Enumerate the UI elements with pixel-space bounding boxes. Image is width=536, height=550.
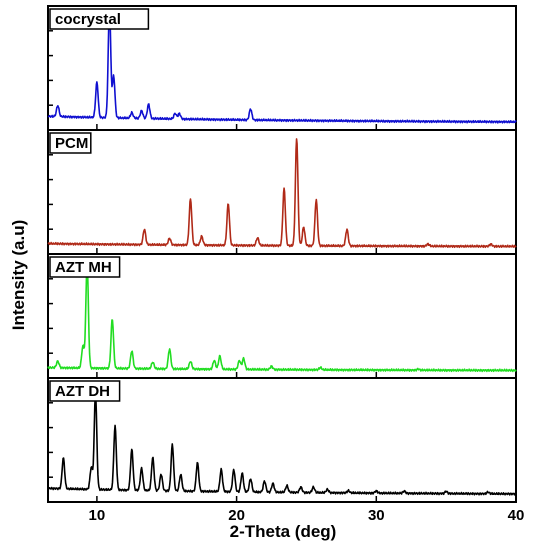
series-line-2 bbox=[47, 263, 517, 373]
panel-2: AZT MH bbox=[47, 253, 517, 379]
panel-1: PCM bbox=[47, 129, 517, 255]
x-tick-label: 20 bbox=[228, 507, 245, 524]
panel-3: AZT DH bbox=[47, 377, 517, 503]
panel-label-box bbox=[49, 8, 150, 30]
panel-label: AZT DH bbox=[55, 383, 110, 400]
panel-label-box bbox=[49, 256, 121, 278]
x-tick-label: 10 bbox=[89, 507, 106, 524]
panel-frame bbox=[47, 377, 517, 503]
panel-label-box bbox=[49, 380, 121, 402]
series-line-0 bbox=[47, 11, 517, 124]
y-axis-label: Intensity (a.u) bbox=[9, 220, 28, 331]
panels-group: cocrystal PCM AZT MH AZT DH bbox=[47, 5, 517, 503]
x-tick-label: 30 bbox=[368, 507, 385, 524]
x-axis: 10 20 30 40 bbox=[89, 507, 525, 524]
panel-label: cocrystal bbox=[55, 11, 121, 28]
panel-label-box bbox=[49, 132, 92, 154]
x-tick-label: 40 bbox=[508, 507, 525, 524]
series-line-1 bbox=[47, 138, 517, 249]
panel-label: AZT MH bbox=[55, 259, 112, 276]
series-line-3 bbox=[47, 393, 517, 496]
panel-0: cocrystal bbox=[47, 5, 517, 131]
panel-label: PCM bbox=[55, 135, 88, 152]
x-axis-label: 2-Theta (deg) bbox=[230, 522, 337, 541]
